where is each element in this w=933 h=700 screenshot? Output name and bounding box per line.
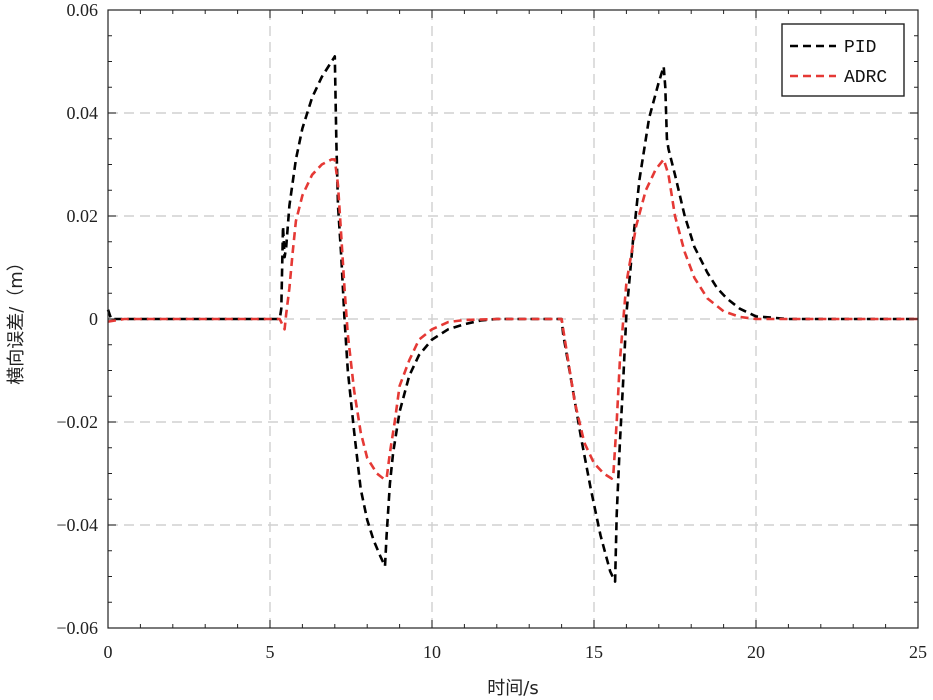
y-tick-label: −0.06 [56, 618, 98, 638]
x-tick-label: 25 [909, 642, 927, 662]
legend: PID ADRC [781, 23, 905, 97]
y-tick-label: 0 [89, 309, 98, 329]
x-axis-label: 时间/s [487, 678, 538, 699]
y-tick-label: 0.02 [67, 206, 99, 226]
x-tick-label: 5 [266, 642, 275, 662]
y-tick-label: 0.06 [67, 0, 99, 20]
x-tick-label: 15 [585, 642, 603, 662]
series-line-adrc [107, 158, 918, 480]
x-tick-label: 20 [747, 642, 765, 662]
legend-label-pid: PID [844, 38, 876, 58]
y-tick-label: 0.04 [67, 103, 99, 123]
series-line-pid [106, 55, 918, 583]
y-tick-label: −0.04 [56, 515, 98, 535]
legend-box [781, 23, 905, 97]
plot-area [106, 55, 918, 583]
y-tick-label: −0.02 [56, 412, 98, 432]
legend-label-adrc: ADRC [844, 68, 887, 88]
x-tick-label: 10 [423, 642, 441, 662]
tick-labels: 0 5 10 15 20 25 −0.06 −0.04 −0.02 0 0.02 0.04 0.06 [56, 0, 927, 662]
plot-frame [107, 9, 919, 629]
x-tick-label: 0 [104, 642, 113, 662]
y-axis-label: 横向误差/（m） [6, 253, 27, 385]
